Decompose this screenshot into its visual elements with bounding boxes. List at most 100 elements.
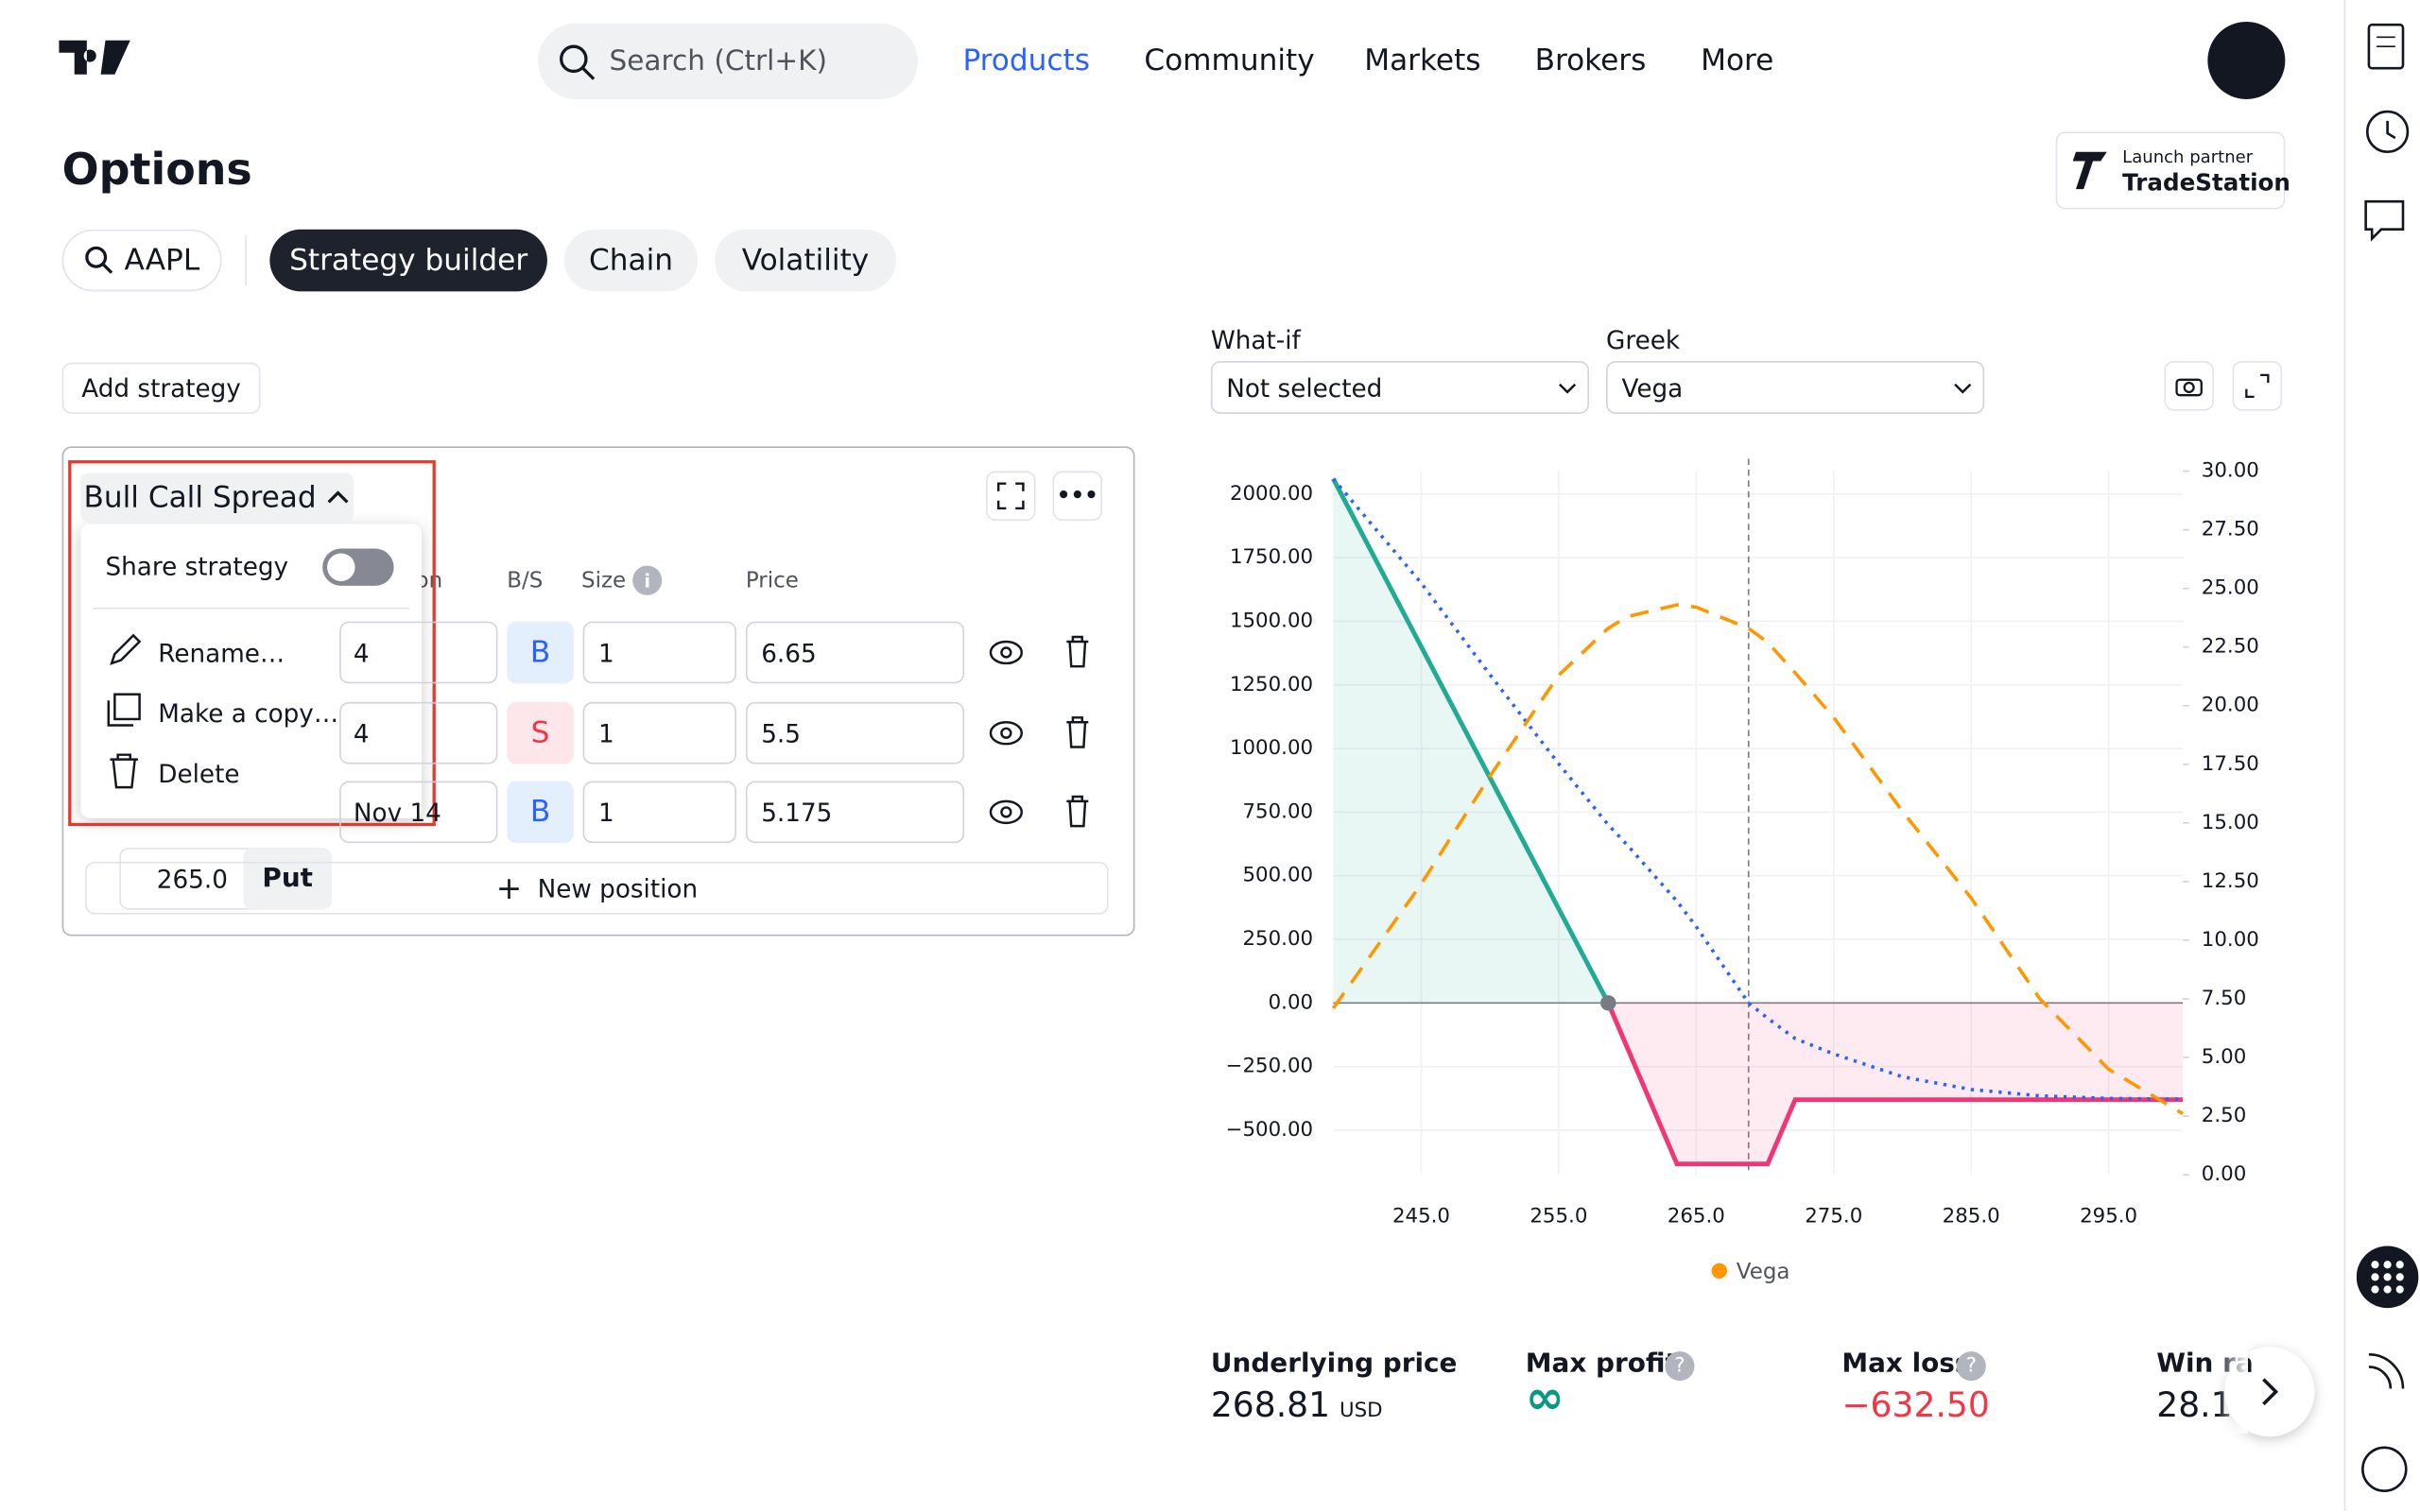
y2-tick-label: 10.00 [2202,928,2259,952]
y-tick-label: 1000.00 [1230,736,1313,760]
select-value: Vega [1621,373,1684,404]
tab[interactable]: Strategy builder [269,229,547,292]
strategy-menu: Share strategy Rename… Make a copy… Dele… [80,524,423,818]
sidebar-icons[interactable] [2356,15,2419,1503]
field-label: What-if [1210,325,1301,355]
size-input[interactable]: 1 [582,781,736,844]
expand-button[interactable] [2232,361,2283,411]
fade [2217,1340,2248,1434]
nav-link[interactable]: Markets [1364,43,1481,77]
y2-tick-label: 22.50 [2202,635,2259,659]
nav-link[interactable]: Products [962,43,1090,77]
nav-link[interactable]: Brokers [1534,43,1647,77]
menu-item[interactable]: Rename… [158,638,285,668]
y2-tick-label: 0.00 [2202,1162,2246,1186]
y2-tick-label: 5.00 [2202,1045,2246,1069]
y-tick-label: 2000.00 [1230,482,1313,506]
menu-item[interactable]: Delete [158,759,240,789]
nav-link[interactable]: More [1701,43,1774,77]
expiry-select[interactable]: 4 [339,701,498,765]
avatar[interactable] [2207,21,2286,99]
field-label: Greek [1606,325,1681,355]
fullscreen-button[interactable] [986,471,1036,522]
y2-tick-label: 27.50 [2202,518,2259,541]
add-strategy-button[interactable]: Add strategy [61,362,261,414]
price-input[interactable]: 5.175 [745,781,965,844]
side-button[interactable]: S [507,701,574,765]
partner-name: TradeStation [2122,168,2290,198]
size-input[interactable]: 1 [582,701,736,765]
menu-icons [107,633,142,789]
y-tick-label: 0.00 [1269,990,1313,1014]
expiry-select[interactable]: Nov 14 [339,781,498,844]
help-icon[interactable]: ? [1665,1351,1695,1382]
sidebar-divider [2343,0,2346,1511]
more-button[interactable]: ••• [1052,471,1103,522]
side-button[interactable]: B [507,621,574,684]
greek-select[interactable]: Vega [1606,361,1985,414]
logo[interactable] [59,40,130,77]
eye-trash-icons[interactable] [986,794,1098,831]
price-input[interactable]: 6.65 [745,621,965,684]
row-icons[interactable] [986,634,1098,671]
highlight-box [68,460,436,827]
fullscreen-icon [996,482,1025,510]
chevron-right [2262,1378,2279,1406]
line [1332,477,2184,1101]
pl-line [1605,1002,2184,1167]
help-icon[interactable]: ? [1956,1351,1986,1382]
nav-link[interactable]: Community [1144,43,1315,77]
expiry-select[interactable]: 4 [339,621,498,684]
info-icon[interactable]: i [632,565,663,595]
chevron [1558,383,1577,394]
new-position-button[interactable]: + New position [85,861,1109,915]
stat-value: −632.50 [1841,1386,1990,1426]
stat-value: ∞ [1525,1371,1564,1426]
y-tick-label: 500.00 [1243,864,1314,887]
search-placeholder: Search (Ctrl+K) [609,44,827,77]
plus-icon: + [495,869,523,907]
y2-tick-label: 17.50 [2202,752,2259,776]
price-input[interactable]: 5.5 [745,701,965,765]
eye-trash-icons[interactable] [986,714,1098,751]
size-input[interactable]: 1 [582,621,736,684]
legend-dot [1711,1263,1727,1279]
row-icons[interactable] [986,714,1098,751]
y-tick-label: 1500.00 [1230,609,1313,632]
type-select[interactable]: Put [243,848,332,910]
strike-select[interactable]: 265.0 [119,848,266,910]
share-toggle[interactable] [322,548,394,586]
stat-value: 268.81 [1210,1386,1331,1426]
y-tick-label: −250.00 [1226,1055,1313,1078]
partner-badge[interactable]: Launch partner TradeStation [2055,131,2290,210]
y2-tick-label: 7.50 [2202,987,2246,1010]
pl-line [1331,477,1611,1005]
partner-logo [2072,151,2107,190]
symbol-tab[interactable]: AAPL [61,229,222,292]
y-tick-label: −500.00 [1226,1118,1313,1142]
search-icon [560,43,596,79]
menu-item[interactable]: Make a copy… [158,698,339,729]
tab[interactable]: Chain [563,229,698,292]
snapshot-button[interactable] [2164,361,2214,411]
y-tick-label: 250.00 [1243,927,1314,951]
column-header: B/S [507,568,544,594]
stat-label: Underlying price [1210,1348,1458,1380]
eye-trash-icons[interactable] [986,634,1098,671]
chevron [1954,383,1972,394]
select-value: Not selected [1226,373,1383,404]
area [1608,1003,2184,1164]
search-box[interactable]: Search (Ctrl+K) [538,23,918,99]
x-tick-label: 285.0 [1943,1204,2000,1228]
tab[interactable]: Volatility [715,229,896,292]
strategy-name[interactable]: Bull Call Spread [80,472,354,523]
legend-label: Vega [1737,1260,1790,1284]
row-icons[interactable] [986,794,1098,831]
column-header: Size [581,568,627,594]
button-label: New position [537,873,699,903]
whatif-select[interactable]: Not selected [1210,361,1589,414]
side-button[interactable]: B [507,781,574,844]
partner-caption: Launch partner [2122,146,2254,168]
stat-label: Max profit [1525,1348,1678,1380]
